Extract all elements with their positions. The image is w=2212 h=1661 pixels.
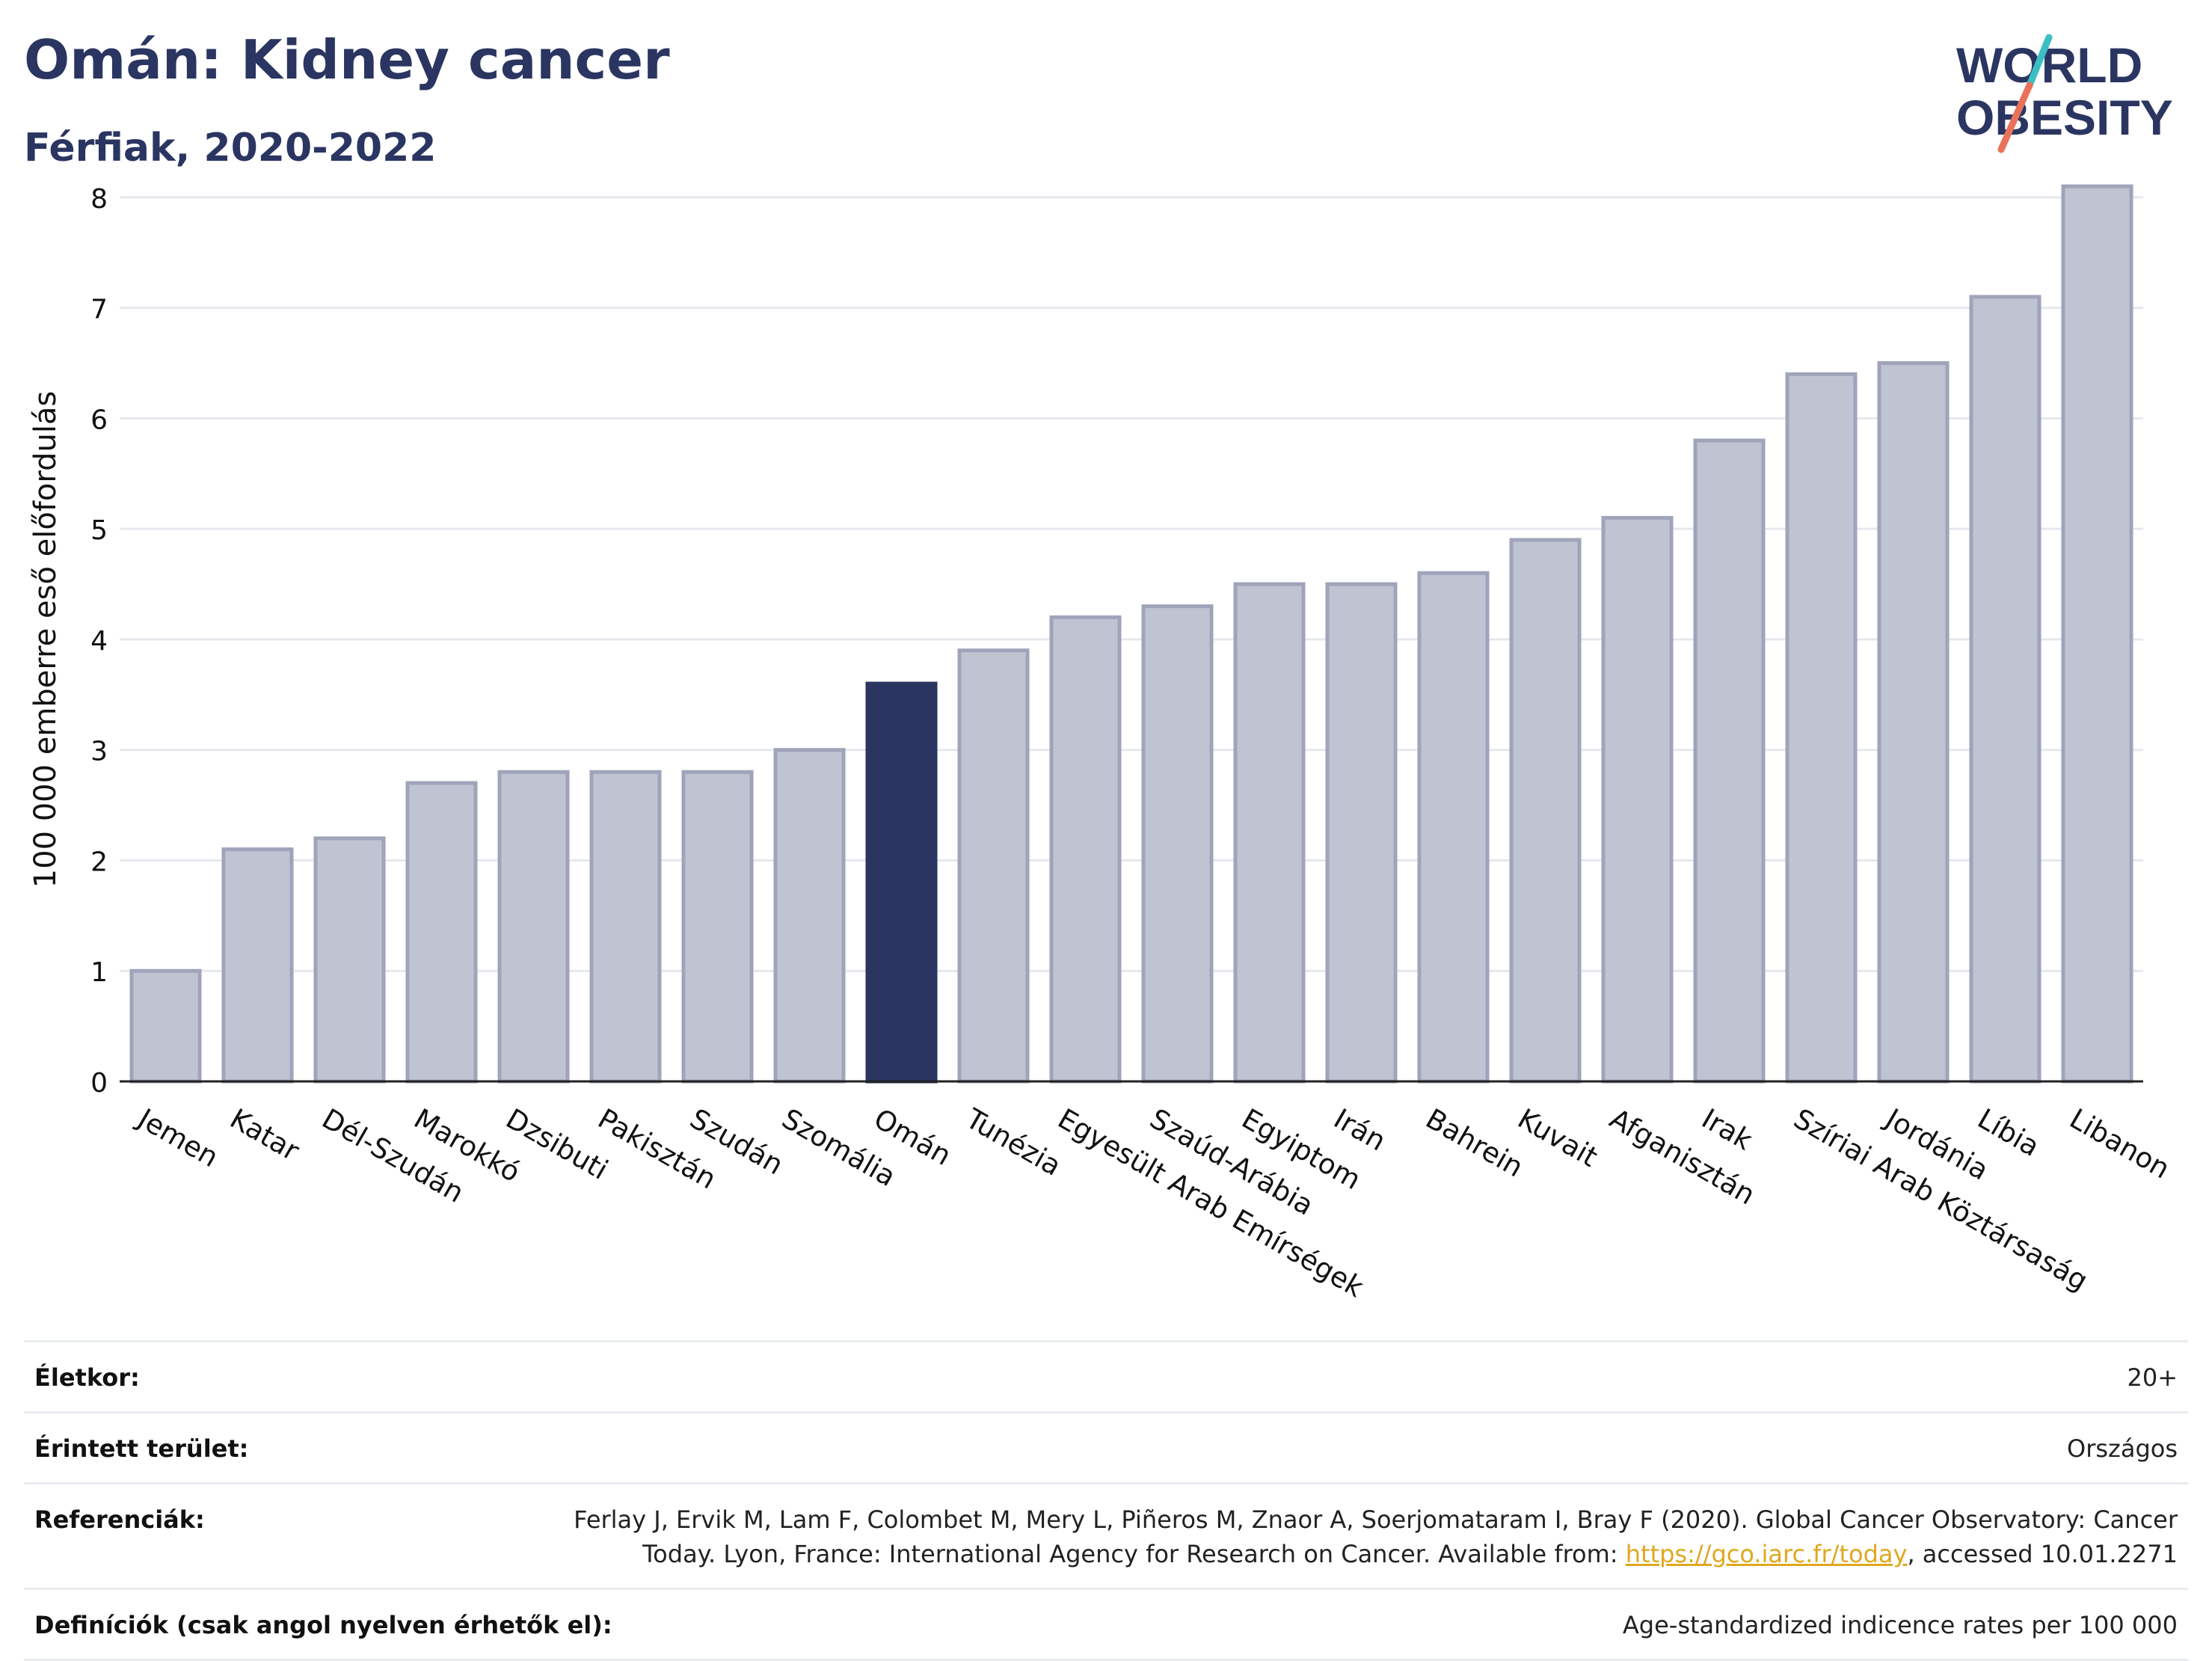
- x-tick-labels: Jemen Katar Dél-SzudánMarokkóDzsibutiPakis…: [132, 1102, 2175, 1304]
- y-axis-label: 100 000 emberre eső előfordulás: [28, 391, 63, 888]
- logo-line1: WORLD: [1956, 37, 2142, 93]
- x-tick-label: Jemen: [132, 1102, 224, 1173]
- references-label: Referenciák:: [34, 1505, 205, 1534]
- bar-bahrein: [1417, 571, 1490, 1084]
- bar-líbia: [1969, 295, 2042, 1084]
- y-tick-labels: 0 1 2 3 4 5 6 7 8: [90, 184, 108, 1099]
- footer-row-area: Érintett terület: Országos: [24, 1411, 2188, 1482]
- y-tick-label: 8: [90, 184, 108, 215]
- bar-egyiptom: [1233, 582, 1306, 1084]
- bar-dél-szudán: [313, 836, 386, 1084]
- x-tick-label: Irán: [1328, 1102, 1391, 1157]
- x-tick-label: Katar: [224, 1102, 305, 1167]
- bars: [129, 184, 2133, 1084]
- bar-szudán: [681, 770, 754, 1084]
- x-tick-label: Bahrein: [1420, 1102, 1529, 1183]
- bar-irak: [1693, 438, 1766, 1084]
- world-obesity-logo: WORLD OBESITY: [1956, 34, 2173, 153]
- references-value: Ferlay J, Ervik M, Lam F, Colombet M, Me…: [574, 1502, 2178, 1571]
- bar-szaúd-arábia: [1141, 604, 1214, 1084]
- y-tick-label: 2: [90, 847, 108, 877]
- footer-row-references: Referenciák: Ferlay J, Ervik M, Lam F, C…: [24, 1482, 2188, 1588]
- bar-afganisztán: [1601, 515, 1674, 1084]
- bar-jemen: [129, 968, 202, 1084]
- bar-chart: 0 1 2 3 4 5 6 7 8 Jemen Katar Dél-SzudánMarokkóDzs…: [28, 184, 2175, 1304]
- footer-row-age: Életkor: 20+: [24, 1340, 2188, 1411]
- y-tick-label: 0: [90, 1068, 108, 1099]
- bar-irán: [1325, 582, 1398, 1084]
- definitions-label: Definíciók (csak angol nyelven érhetők e…: [34, 1611, 612, 1639]
- area-value: Országos: [2067, 1434, 2178, 1463]
- x-tick-label: Tunézia: [960, 1102, 1067, 1182]
- references-line1: Ferlay J, Ervik M, Lam F, Colombet M, Me…: [574, 1505, 2178, 1534]
- logo-slash-teal: [2026, 34, 2053, 89]
- bar-szomália: [773, 748, 846, 1084]
- x-tick-label: Irak: [1696, 1102, 1758, 1157]
- bar-pakisztán: [589, 770, 662, 1084]
- bar-szíriai-arab-köztársaság: [1785, 372, 1858, 1084]
- age-value: 20+: [2127, 1363, 2178, 1392]
- y-tick-label: 7: [90, 295, 108, 325]
- definitions-value: Age-standardized indicence rates per 100…: [1622, 1611, 2178, 1639]
- bar-egyesült-arab-emírségek: [1049, 615, 1122, 1084]
- footer-row-definitions: Definíciók (csak angol nyelven érhetők e…: [24, 1588, 2188, 1661]
- y-tick-label: 3: [90, 737, 108, 767]
- chart-footer: Életkor: 20+ Érintett terület: Országos …: [24, 1340, 2188, 1661]
- age-label: Életkor:: [34, 1363, 140, 1392]
- bar-tunézia: [957, 648, 1030, 1084]
- y-tick-label: 5: [90, 515, 108, 546]
- bar-katar: [221, 847, 294, 1084]
- references-line2-after: , accessed 10.01.2271: [1907, 1540, 2178, 1568]
- chart-title: Omán: Kidney cancer: [24, 28, 670, 91]
- logo-slash-coral: [1997, 82, 2033, 153]
- y-tick-label: 6: [90, 405, 108, 435]
- bar-kuvait: [1509, 538, 1582, 1084]
- x-tick-label: Kuvait: [1512, 1102, 1603, 1173]
- chart-subtitle: Férfiak, 2020-2022: [24, 126, 437, 171]
- bar-omán: [865, 681, 938, 1084]
- y-tick-label: 1: [90, 957, 108, 988]
- bar-jordánia: [1877, 361, 1950, 1084]
- area-label: Érintett terület:: [34, 1434, 249, 1463]
- references-link[interactable]: https://gco.iarc.fr/today: [1625, 1540, 1908, 1568]
- bar-dzsibuti: [497, 770, 570, 1084]
- references-line2-before: Today. Lyon, France: International Agenc…: [642, 1540, 1626, 1568]
- x-tick-label: Libanon: [2064, 1102, 2175, 1185]
- logo-line2: OBESITY: [1956, 90, 2173, 145]
- bar-marokkó: [405, 781, 478, 1084]
- y-tick-label: 4: [90, 626, 108, 657]
- bar-libanon: [2061, 184, 2133, 1084]
